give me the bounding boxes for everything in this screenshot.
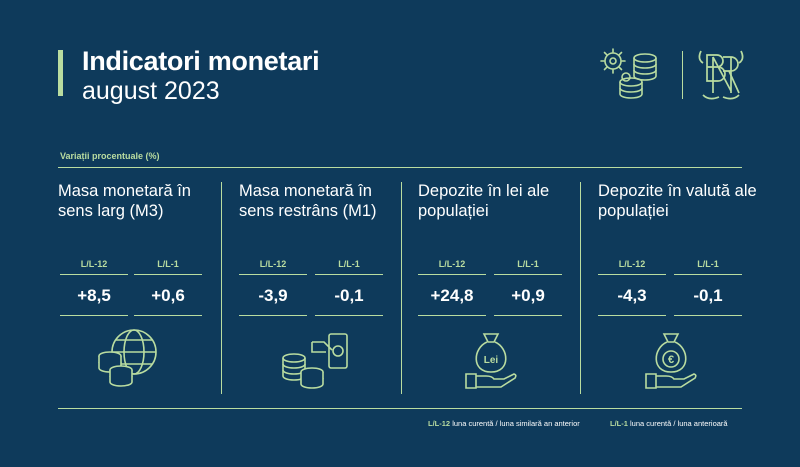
divider xyxy=(60,274,128,275)
column-divider xyxy=(221,182,222,394)
indicator-value: -4,3 xyxy=(617,286,647,305)
indicator-label: L/L-12 xyxy=(618,259,646,269)
indicator-label: L/L-1 xyxy=(338,259,360,269)
indicator-value: -0,1 xyxy=(693,286,723,305)
indicator-value: +0,9 xyxy=(511,286,545,305)
bnr-logo-icon xyxy=(698,50,744,100)
coins-banknote-icon xyxy=(282,333,348,389)
page-subtitle: august 2023 xyxy=(82,77,220,105)
indicator-value: +8,5 xyxy=(77,286,111,305)
indicator-mom: L/L-1 -0,1 xyxy=(315,259,383,316)
divider xyxy=(494,274,562,275)
indicator-label: L/L-1 xyxy=(517,259,539,269)
legend-yoy: L/L-12 luna curentă / luna similară an a… xyxy=(428,419,580,428)
legend-text: luna curentă / luna similară an anterior xyxy=(452,419,580,428)
column-divider xyxy=(580,182,581,394)
indicator-card-m3: Masa monetară în sens larg (M3) L/L-12 +… xyxy=(58,181,218,391)
legend-mom: L/L-1 luna curentă / luna anterioară xyxy=(610,419,728,428)
indicator-card-lei-deposits: Depozite în lei ale populației L/L-12 +2… xyxy=(418,181,578,391)
indicator-card-fx-deposits: Depozite în valută ale populației L/L-12… xyxy=(598,181,758,391)
page-title: Indicatori monetari xyxy=(82,46,320,76)
divider xyxy=(674,274,742,275)
indicator-value: -0,1 xyxy=(334,286,364,305)
divider xyxy=(598,315,666,316)
indicator-title: Masa monetară în sens larg (M3) xyxy=(58,182,191,220)
divider xyxy=(239,274,307,275)
indicator-mom: L/L-1 -0,1 xyxy=(674,259,742,316)
divider xyxy=(134,315,202,316)
footer-rule xyxy=(58,408,742,409)
divider xyxy=(60,315,128,316)
indicator-yoy: L/L-12 -4,3 xyxy=(598,259,666,316)
indicator-label: L/L-12 xyxy=(259,259,287,269)
indicator-value: +24,8 xyxy=(430,286,474,305)
globe-coins-icon xyxy=(98,329,157,387)
divider xyxy=(239,315,307,316)
indicator-yoy: L/L-12 -3,9 xyxy=(239,259,307,316)
logo-divider xyxy=(682,51,683,99)
column-divider xyxy=(401,182,402,394)
indicator-label: L/L-1 xyxy=(157,259,179,269)
euro-moneybag-hand-icon: € xyxy=(645,333,697,389)
divider xyxy=(674,315,742,316)
divider xyxy=(418,274,486,275)
indicator-label: L/L-1 xyxy=(697,259,719,269)
indicator-label: L/L-12 xyxy=(438,259,466,269)
lei-moneybag-hand-icon: Lei xyxy=(465,333,517,389)
indicator-label: L/L-12 xyxy=(80,259,108,269)
indicator-yoy: L/L-12 +24,8 xyxy=(418,259,486,316)
indicator-title: Depozite în lei ale populației xyxy=(418,182,550,220)
caption-rule xyxy=(58,167,742,168)
bag-label: € xyxy=(668,354,674,366)
indicator-value: -3,9 xyxy=(258,286,288,305)
indicator-title: Masa monetară în sens restrâns (M1) xyxy=(239,182,377,220)
divider xyxy=(494,315,562,316)
gear-coins-icon xyxy=(600,48,657,99)
legend-text: luna curentă / luna anterioară xyxy=(630,419,728,428)
divider xyxy=(418,315,486,316)
indicator-title: Depozite în valută ale populației xyxy=(598,182,757,220)
divider xyxy=(315,274,383,275)
indicator-yoy: L/L-12 +8,5 xyxy=(60,259,128,316)
indicator-mom: L/L-1 +0,9 xyxy=(494,259,562,316)
legend-key: L/L-12 xyxy=(428,419,451,428)
chart-caption: Variații procentuale (%) xyxy=(60,151,160,161)
divider xyxy=(598,274,666,275)
legend-key: L/L-1 xyxy=(610,419,628,428)
divider xyxy=(315,315,383,316)
indicator-card-m1: Masa monetară în sens restrâns (M1) L/L-… xyxy=(239,181,399,391)
title-accent-bar xyxy=(58,50,63,96)
divider xyxy=(134,274,202,275)
indicator-value: +0,6 xyxy=(151,286,185,305)
bag-label: Lei xyxy=(484,355,499,366)
indicator-mom: L/L-1 +0,6 xyxy=(134,259,202,316)
